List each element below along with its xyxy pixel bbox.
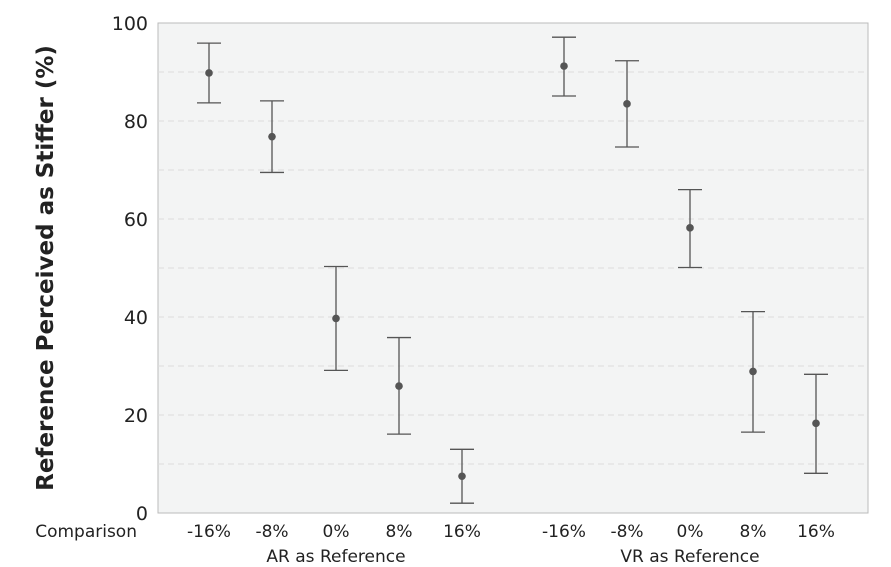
y-tick-label: 40	[124, 307, 148, 329]
data-point	[623, 100, 631, 108]
x-tick-label: -16%	[542, 522, 586, 542]
data-point	[458, 472, 466, 481]
y-tick-label: 100	[112, 13, 148, 35]
y-tick-label: 60	[124, 209, 148, 231]
x-tick-label: -8%	[255, 522, 288, 542]
data-point	[812, 419, 820, 428]
y-axis-label: Reference Perceived as Stiffer (%)	[33, 45, 59, 491]
x-tick-label: -16%	[187, 522, 231, 542]
y-tick-label: 80	[124, 111, 148, 133]
y-tick-label: 0	[136, 503, 148, 525]
x-row-label: Comparison	[35, 522, 137, 542]
x-tick-label: 0%	[323, 522, 350, 542]
data-point	[332, 314, 340, 323]
x-tick-label: 0%	[677, 522, 704, 542]
x-tick-label: 8%	[386, 522, 413, 542]
data-point	[749, 367, 757, 376]
data-point	[686, 224, 694, 232]
x-tick-label: -8%	[610, 522, 643, 542]
data-point	[560, 62, 568, 70]
data-point	[205, 69, 213, 77]
x-tick-label: 16%	[443, 522, 481, 542]
data-point	[395, 382, 403, 390]
data-point	[268, 132, 276, 141]
group-label: AR as Reference	[266, 547, 405, 567]
group-label: VR as Reference	[620, 547, 759, 567]
x-tick-label: 8%	[740, 522, 767, 542]
x-tick-label: 16%	[797, 522, 835, 542]
y-tick-label: 20	[124, 405, 148, 427]
